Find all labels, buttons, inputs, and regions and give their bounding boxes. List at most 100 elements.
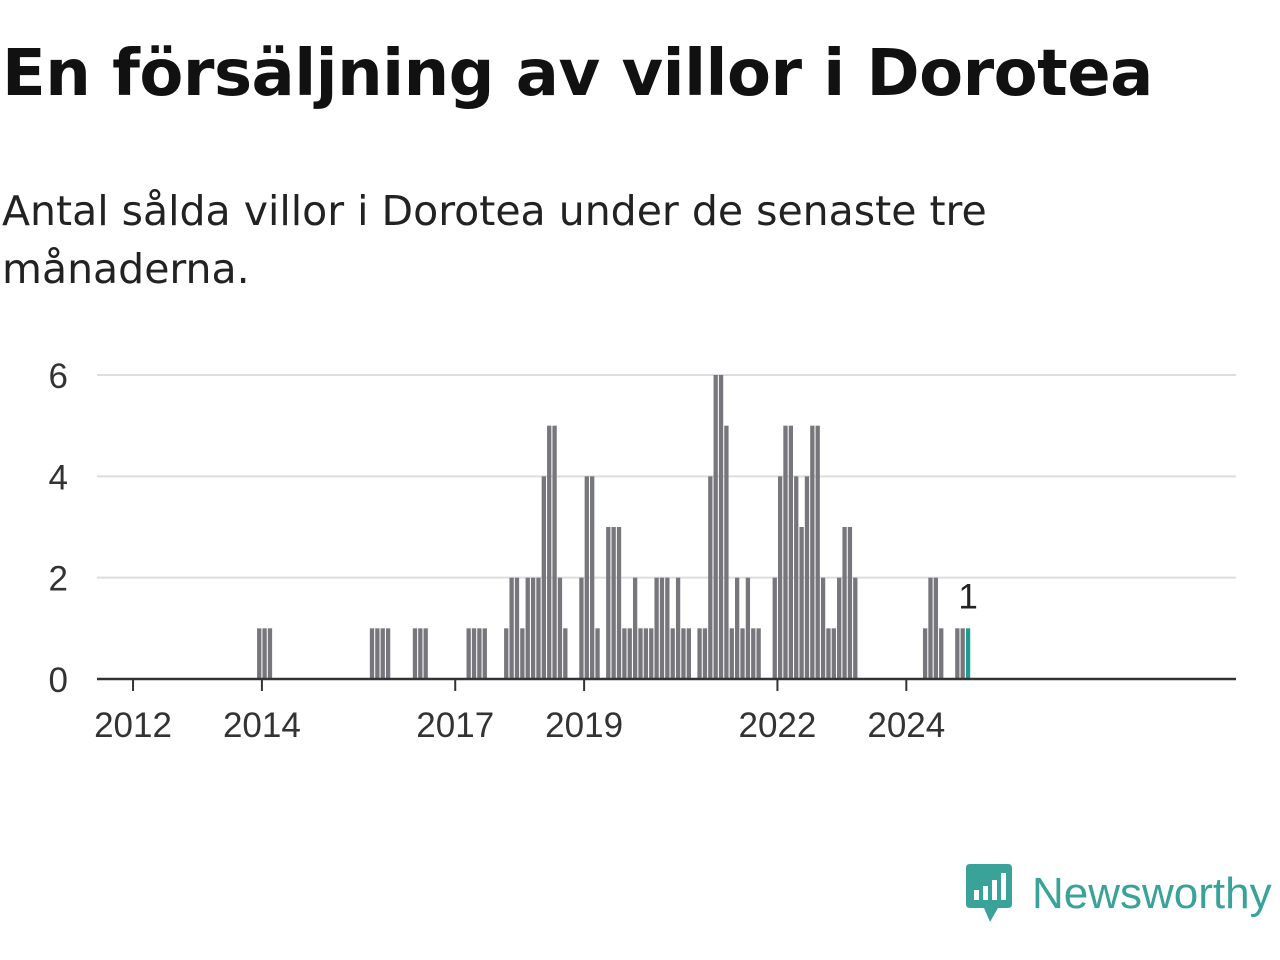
y-tick-label: 0 — [49, 661, 68, 700]
bar — [520, 628, 525, 679]
bar — [681, 628, 686, 679]
bar — [718, 375, 724, 679]
bar — [820, 577, 826, 679]
bar — [697, 628, 702, 679]
x-axis-ticks: 2012 2014 2017 2019 2022 2024 — [94, 679, 945, 745]
y-tick-label: 6 — [49, 357, 68, 396]
bar — [632, 577, 638, 679]
bar — [794, 476, 799, 679]
y-tick-label: 2 — [49, 560, 68, 599]
x-tick-label: 2022 — [738, 706, 816, 745]
bar — [810, 425, 815, 679]
bar — [933, 577, 938, 679]
bar — [928, 577, 933, 679]
bar — [606, 527, 611, 679]
bar — [584, 476, 589, 679]
bar — [670, 628, 675, 679]
bar — [627, 628, 632, 679]
bar — [788, 425, 794, 679]
bar — [257, 628, 262, 679]
bar — [740, 628, 745, 679]
bar-highlight — [965, 628, 971, 679]
bar — [471, 628, 477, 679]
brand-name: Newsworthy — [1032, 869, 1272, 918]
bar — [412, 628, 418, 679]
bar — [826, 628, 831, 679]
bar — [477, 628, 482, 679]
bar — [643, 628, 649, 679]
bar — [960, 628, 965, 679]
bar — [466, 628, 471, 679]
bar — [799, 527, 804, 679]
bar — [267, 628, 273, 679]
last-value-label: 1 — [958, 577, 977, 616]
bar — [815, 425, 820, 679]
bar — [590, 476, 595, 679]
bar — [756, 628, 761, 679]
bar — [525, 577, 530, 679]
bar — [385, 628, 391, 679]
bar — [262, 628, 267, 679]
bar — [369, 628, 375, 679]
bar — [557, 577, 563, 679]
bar — [783, 425, 788, 679]
bar — [530, 577, 536, 679]
bar — [375, 628, 380, 679]
bar — [831, 628, 836, 679]
bar — [649, 628, 654, 679]
bar — [702, 628, 708, 679]
bar — [713, 375, 718, 679]
bars — [257, 375, 971, 679]
newsworthy-logo-icon — [966, 864, 1012, 922]
bar — [847, 527, 853, 679]
bar — [380, 628, 385, 679]
bar — [922, 628, 928, 679]
bar — [423, 628, 428, 679]
bar — [804, 476, 810, 679]
bar — [595, 628, 600, 679]
x-tick-label: 2024 — [867, 706, 945, 745]
bar — [552, 425, 557, 679]
bar — [772, 577, 777, 679]
bar — [745, 577, 751, 679]
bar — [665, 577, 670, 679]
bar — [939, 628, 944, 679]
grid-lines — [97, 374, 1236, 579]
bar — [659, 577, 665, 679]
bar — [638, 628, 643, 679]
x-tick-label: 2019 — [545, 706, 623, 745]
x-tick-label: 2014 — [223, 706, 301, 745]
bar — [853, 577, 858, 679]
chart-title: En försäljning av villor i Dorotea — [2, 37, 1153, 111]
bar — [622, 628, 627, 679]
bar — [724, 425, 729, 679]
bar — [955, 628, 960, 679]
x-tick-label: 2017 — [416, 706, 494, 745]
bar — [751, 628, 756, 679]
bar — [504, 628, 509, 679]
chart-subtitle: Antal sålda villor i Dorotea under de se… — [2, 187, 987, 293]
bar — [418, 628, 423, 679]
bar — [842, 527, 847, 679]
data-labels: 1 — [958, 577, 977, 616]
bar — [541, 476, 546, 679]
bar — [729, 628, 734, 679]
y-axis-ticks: 0 2 4 6 — [49, 357, 68, 700]
bar — [616, 527, 622, 679]
bar — [514, 577, 520, 679]
y-tick-label: 4 — [49, 458, 68, 497]
bar — [547, 425, 552, 679]
bar — [536, 577, 541, 679]
bar — [482, 628, 487, 679]
bar — [509, 577, 514, 679]
bar — [579, 577, 584, 679]
bar-chart: 0 2 4 6 2012 2014 2017 2019 2022 2024 1 — [49, 357, 1236, 745]
bar — [686, 628, 691, 679]
bar — [563, 628, 568, 679]
bar — [675, 577, 681, 679]
bar — [777, 476, 783, 679]
bar — [837, 577, 842, 679]
bar — [708, 476, 713, 679]
bar — [735, 577, 740, 679]
bar — [611, 527, 616, 679]
